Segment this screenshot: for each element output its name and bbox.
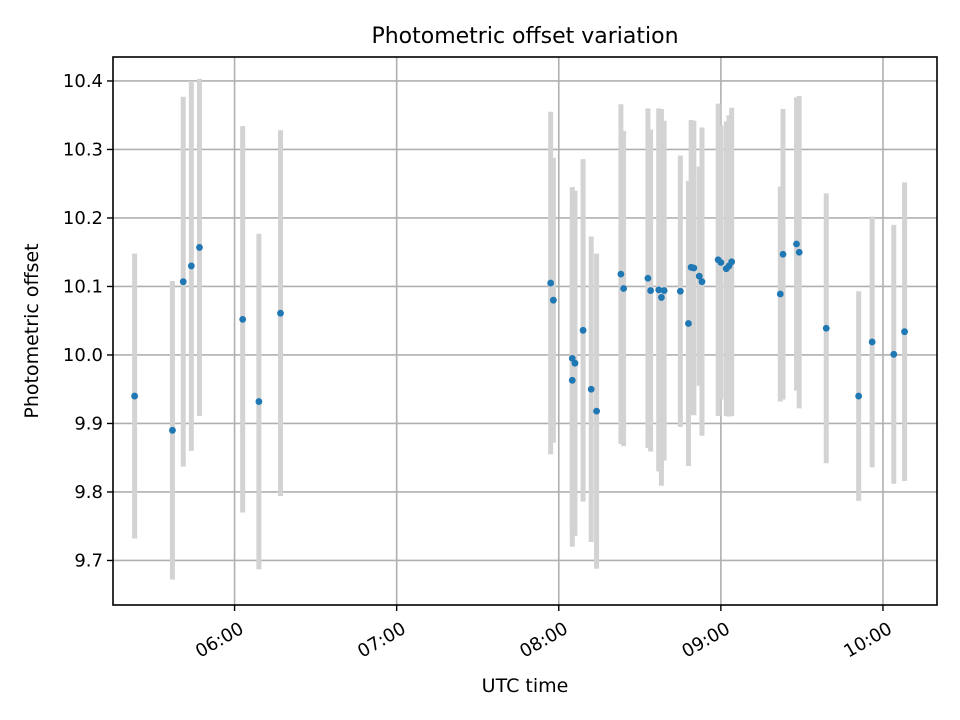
data-point [717,259,725,266]
x-axis-label: UTC time [482,675,569,697]
data-point [277,309,284,317]
data-points [131,240,908,434]
data-point [617,270,625,278]
data-point [179,278,187,286]
data-point [890,350,898,358]
y-tick-label: 10.2 [63,208,103,229]
data-point [593,407,600,415]
data-point [571,359,579,367]
data-point [901,328,908,336]
data-point [644,274,652,282]
data-point [620,285,628,292]
data-point [868,338,876,346]
plot-frame [112,56,938,606]
y-tick-label: 9.9 [74,413,103,434]
data-point [196,244,203,251]
data-point [187,262,195,270]
data-point [131,392,139,400]
data-point [793,240,800,248]
data-point [239,315,247,323]
data-point [855,392,863,400]
data-point [822,324,830,332]
data-point [779,250,787,258]
y-axis-label: Photometric offset [21,243,43,418]
data-point [776,290,784,298]
data-point [655,286,663,294]
data-point [698,278,706,286]
y-tick-label: 10.1 [63,276,103,297]
y-tick-label: 10.0 [63,345,103,366]
data-point [795,248,803,256]
data-point [579,326,587,334]
data-point [587,385,595,393]
y-tick-label: 10.3 [63,139,103,160]
data-point [647,287,655,294]
data-point [255,398,263,405]
data-point [658,294,665,301]
y-tick-label: 9.7 [74,550,103,571]
data-point [695,272,703,280]
data-point [660,287,668,294]
y-tick-label: 9.8 [74,482,103,503]
data-point [676,287,684,295]
data-point [547,279,555,287]
data-point [685,320,692,327]
data-point [690,264,698,272]
chart-title: Photometric offset variation [371,24,678,49]
data-point [568,376,576,384]
data-point [728,258,736,266]
data-point [549,296,557,304]
y-tick-label: 10.4 [63,71,103,92]
data-point [169,426,176,434]
